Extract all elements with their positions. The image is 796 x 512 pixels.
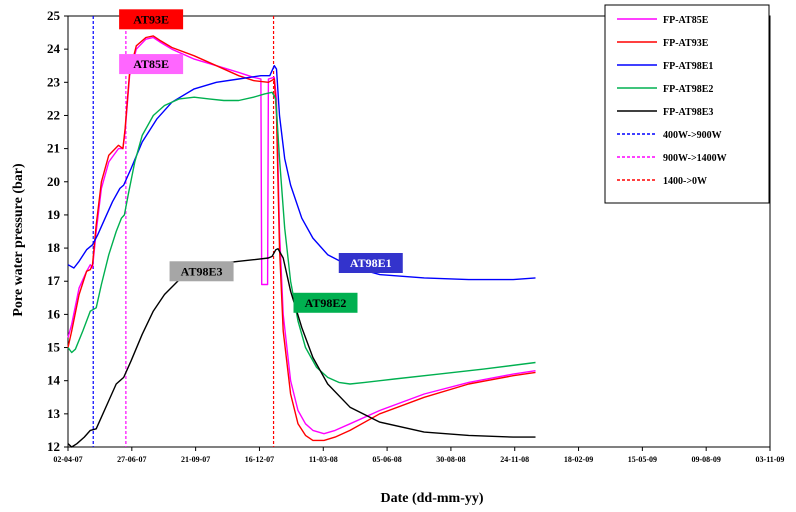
legend-label: FP-AT98E3 (663, 107, 713, 118)
y-tick-label: 20 (47, 174, 60, 189)
annotation-label: AT93E (133, 12, 169, 26)
legend-label: FP-AT98E2 (663, 84, 713, 95)
annotation-box (119, 54, 184, 75)
y-tick-label: 17 (47, 273, 61, 288)
annotation-label: AT98E1 (350, 256, 392, 270)
x-tick-label: 05-06-08 (372, 455, 401, 464)
x-tick-label: 27-06-07 (117, 455, 146, 464)
legend-label: FP-AT93E (663, 38, 709, 49)
series-lines (67, 35, 536, 448)
y-tick-label: 24 (47, 41, 61, 56)
annotation-label: AT98E3 (181, 264, 223, 278)
annotation-box (293, 292, 358, 313)
marker-lines (92, 16, 275, 447)
annotation-box (338, 252, 403, 273)
y-tick-label: 14 (47, 373, 61, 388)
y-tick-label: 22 (47, 107, 60, 122)
x-tick-label: 15-05-09 (628, 455, 657, 464)
axes: 12 13 14 15 16 17 18 19 20 21 22 23 24 25 02-04-07 27-0… (47, 8, 784, 464)
x-tick-label: 18-02-09 (564, 455, 593, 464)
y-tick-label: 12 (47, 439, 60, 454)
annotation-box (119, 9, 184, 30)
legend-box (604, 4, 770, 204)
legend-label: FP-AT85E (663, 15, 709, 26)
y-tick-label: 21 (47, 141, 60, 156)
y-tick-label: 25 (47, 8, 61, 23)
x-tick-label: 30-08-08 (436, 455, 465, 464)
y-tick-label: 16 (47, 306, 61, 321)
x-tick-label: 16-12-07 (245, 455, 274, 464)
y-tick-label: 13 (47, 406, 61, 421)
y-axis-title: Pore water pressure (bar) (11, 163, 26, 317)
annotation-box (169, 261, 234, 282)
series-line-fp-at98e2 (67, 91, 536, 385)
y-tick-label: 19 (47, 207, 61, 222)
plot-area-frame (67, 15, 771, 448)
x-tick-label: 09-08-09 (692, 455, 721, 464)
legend-label: FP-AT98E1 (663, 61, 713, 72)
x-tick-label: 11-03-08 (309, 455, 338, 464)
legend-label: 400W->900W (663, 130, 722, 141)
annotation-label: AT98E2 (305, 296, 347, 310)
series-line-fp-at93e (67, 35, 536, 442)
x-axis-title: Date (dd-mm-yy) (380, 491, 483, 506)
annotations: AT93E AT85E AT98E1 AT98E2 AT98E3 (119, 9, 403, 313)
y-tick-label: 18 (47, 240, 61, 255)
annotation-label: AT85E (133, 57, 169, 71)
legend-label: 900W->1400W (663, 153, 727, 164)
y-tick-label: 23 (47, 74, 61, 89)
x-tick-label: 03-11-09 (756, 455, 785, 464)
legend-label: 1400->0W (663, 176, 707, 187)
legend: FP-AT85E FP-AT93E FP-AT98E1 FP-AT98E2 FP-AT9… (604, 4, 770, 204)
series-line-fp-at98e1 (67, 65, 536, 281)
series-line-fp-at85e (67, 36, 536, 435)
x-tick-label: 21-09-07 (181, 455, 210, 464)
x-tick-label: 02-04-07 (53, 455, 82, 464)
y-tick-label: 15 (47, 340, 61, 355)
x-tick-label: 24-11-08 (500, 455, 529, 464)
